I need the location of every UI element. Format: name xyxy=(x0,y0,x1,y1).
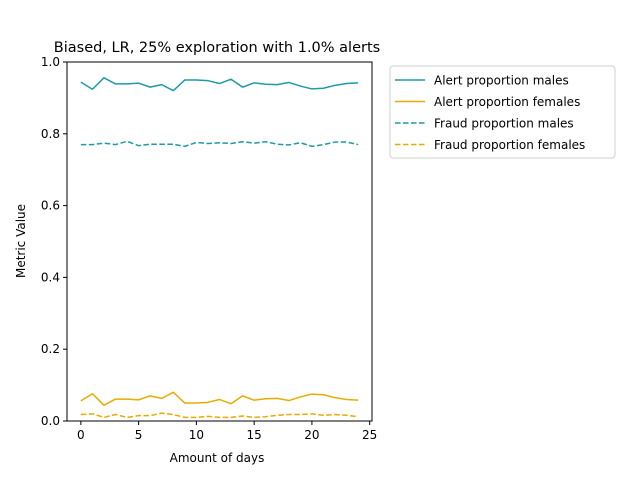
y-tick-label: 0.2 xyxy=(41,342,60,356)
x-tick-label: 20 xyxy=(304,428,319,442)
y-axis-label: Metric Value xyxy=(14,204,28,278)
x-tick-label: 25 xyxy=(362,428,377,442)
x-tick-label: 5 xyxy=(135,428,143,442)
series-line-2 xyxy=(80,391,359,406)
y-tick-label: 0.6 xyxy=(41,199,60,213)
series-group xyxy=(80,77,359,419)
plot-area xyxy=(66,61,373,422)
series-line-4 xyxy=(80,412,359,419)
series-line-1 xyxy=(80,77,359,92)
legend-frame xyxy=(389,65,616,159)
legend: Alert proportion males Alert proportion f… xyxy=(389,65,616,159)
x-tick-label: 0 xyxy=(77,428,85,442)
x-axis: 0 5 10 15 20 25 xyxy=(77,421,377,442)
y-tick-label: 0.4 xyxy=(41,270,60,284)
chart-title: Biased, LR, 25% exploration with 1.0% al… xyxy=(54,40,380,56)
x-axis-label: Amount of days xyxy=(170,451,265,465)
legend-label-1: Alert proportion males xyxy=(434,74,569,88)
y-tick-label: 0.8 xyxy=(41,127,60,141)
legend-label-4: Fraud proportion females xyxy=(434,138,585,152)
y-axis: 0.0 0.2 0.4 0.6 0.8 1.0 xyxy=(41,55,67,428)
x-tick-label: 10 xyxy=(189,428,204,442)
x-tick-label: 15 xyxy=(247,428,262,442)
legend-label-3: Fraud proportion males xyxy=(434,117,574,131)
series-line-3 xyxy=(80,140,359,148)
y-tick-label: 1.0 xyxy=(41,55,60,69)
y-tick-label: 0.0 xyxy=(41,414,60,428)
plot-frame xyxy=(66,61,373,422)
legend-label-2: Alert proportion females xyxy=(434,95,580,109)
